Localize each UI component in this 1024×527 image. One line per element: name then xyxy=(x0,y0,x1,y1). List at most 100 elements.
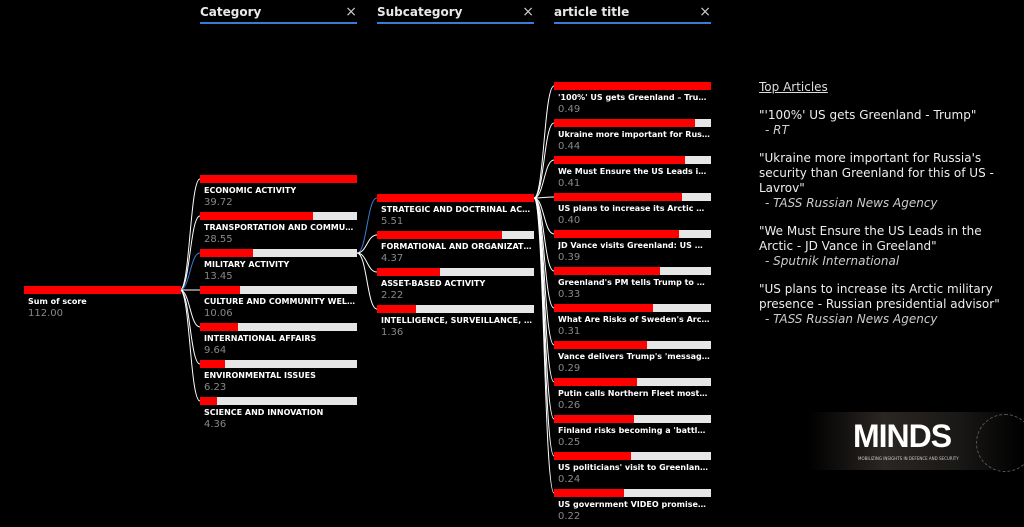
bar-track xyxy=(554,82,711,90)
node-label: US politicians' visit to Greenland show.… xyxy=(558,463,710,472)
bar-track xyxy=(554,119,711,127)
tree-link xyxy=(533,85,555,199)
node-value: 0.22 xyxy=(558,511,581,522)
tree-link xyxy=(179,252,201,291)
bar-fill xyxy=(554,267,660,275)
bar-fill xyxy=(200,212,313,220)
article-quote: "Ukraine more important for Russia's sec… xyxy=(759,151,994,195)
bar-track xyxy=(200,286,357,294)
node-value: 4.37 xyxy=(381,253,404,264)
bar-fill xyxy=(554,341,647,349)
bar-fill xyxy=(554,452,631,460)
bar-track xyxy=(554,230,711,238)
category-header[interactable]: Category × xyxy=(200,4,357,24)
tree-link xyxy=(533,197,555,494)
tree-link xyxy=(533,197,555,272)
close-icon[interactable]: × xyxy=(699,4,711,20)
bar-track xyxy=(554,489,711,497)
bar-fill xyxy=(377,305,416,313)
bar-fill xyxy=(554,82,711,90)
top-article-item: "US plans to increase its Arctic militar… xyxy=(759,282,1009,326)
top-articles-title: Top Articles xyxy=(759,80,828,94)
tree-link xyxy=(179,215,201,291)
node-label: Vance delivers Trump's 'message' to U... xyxy=(558,352,710,361)
bar-track xyxy=(200,212,357,220)
bar-fill xyxy=(377,268,441,276)
bar-track xyxy=(554,341,711,349)
node-value: 1.36 xyxy=(381,327,404,338)
bar-fill xyxy=(200,360,225,368)
category-header-title: Category xyxy=(200,5,262,19)
node-value: 9.64 xyxy=(204,345,227,356)
node-value: 0.49 xyxy=(558,104,581,115)
bar-fill xyxy=(554,415,635,423)
tree-link xyxy=(356,234,378,254)
node-value: 5.51 xyxy=(381,216,404,227)
close-icon[interactable]: × xyxy=(522,4,534,20)
bar-fill xyxy=(377,194,534,202)
node-label: FORMATIONAL AND ORGANIZATIONAL ACTIVITY xyxy=(381,242,533,251)
node-label: SCIENCE AND INNOVATION xyxy=(204,408,324,417)
node-value: 0.31 xyxy=(558,326,581,337)
logo-text: MINDS xyxy=(853,418,952,454)
article-source: - TASS Russian News Agency xyxy=(765,312,938,326)
top-articles-panel: Top Articles "'100%' US gets Greenland -… xyxy=(759,80,1009,340)
node-label: MILITARY ACTIVITY xyxy=(204,260,290,269)
node-value: 6.23 xyxy=(204,382,227,393)
tree-link xyxy=(179,289,201,328)
bar-fill xyxy=(200,249,254,257)
node-label: '100%' US gets Greenland – Trump xyxy=(558,93,710,102)
bar-track xyxy=(554,452,711,460)
bar-track xyxy=(200,249,357,257)
node-label: TRANSPORTATION AND COMMUNICATIONS xyxy=(204,223,356,232)
bar-track xyxy=(554,415,711,423)
node-value: 0.39 xyxy=(558,252,581,263)
tree-link xyxy=(533,122,555,199)
globe-icon xyxy=(976,414,1024,472)
node-value: 10.06 xyxy=(204,308,233,319)
tree-link xyxy=(179,289,201,402)
bar-track xyxy=(554,304,711,312)
node-label: ASSET-BASED ACTIVITY xyxy=(381,279,486,288)
minds-logo: MINDS MOBILIZING INSIGHTS IN DEFENCE AND… xyxy=(808,412,1024,472)
tree-link xyxy=(356,252,378,273)
node-label: Greenland's PM tells Trump to back off xyxy=(558,278,710,287)
article-source: - Sputnik International xyxy=(765,254,900,268)
article-title-header-title: article title xyxy=(554,5,630,19)
node-label: INTERNATIONAL AFFAIRS xyxy=(204,334,317,343)
bar-fill xyxy=(554,119,695,127)
bar-track xyxy=(200,360,357,368)
node-label: US government VIDEO promises to 'pro... xyxy=(558,500,710,509)
node-value: 112.00 xyxy=(28,308,63,319)
subcategory-header[interactable]: Subcategory × xyxy=(377,4,534,24)
node-value: 0.24 xyxy=(558,474,581,485)
bar-track xyxy=(200,323,357,331)
tree-link xyxy=(533,159,555,199)
node-label: Finland risks becoming a 'battlefield' a… xyxy=(558,426,710,435)
close-icon[interactable]: × xyxy=(345,4,357,20)
tree-link xyxy=(356,252,378,310)
bar-track xyxy=(200,175,357,183)
node-label: US plans to increase its Arctic military… xyxy=(558,204,710,213)
node-label: Sum of score xyxy=(28,297,87,306)
bar-track xyxy=(24,286,181,294)
tree-link xyxy=(179,289,201,365)
bar-fill xyxy=(377,231,502,239)
tree-link xyxy=(356,197,378,254)
node-value: 0.29 xyxy=(558,363,581,374)
bar-fill xyxy=(554,230,679,238)
tree-link xyxy=(533,196,555,199)
article-title-header[interactable]: article title × xyxy=(554,4,711,24)
node-value: 2.22 xyxy=(381,290,404,301)
bar-track xyxy=(554,267,711,275)
bar-fill xyxy=(554,378,638,386)
top-article-item: "Ukraine more important for Russia's sec… xyxy=(759,151,1009,210)
node-value: 0.44 xyxy=(558,141,581,152)
node-value: 39.72 xyxy=(204,197,233,208)
top-article-item: "'100%' US gets Greenland - Trump" - RT xyxy=(759,108,1009,137)
bar-fill xyxy=(200,397,218,405)
bar-fill xyxy=(554,156,686,164)
node-value: 4.36 xyxy=(204,419,227,430)
bar-fill xyxy=(200,323,239,331)
